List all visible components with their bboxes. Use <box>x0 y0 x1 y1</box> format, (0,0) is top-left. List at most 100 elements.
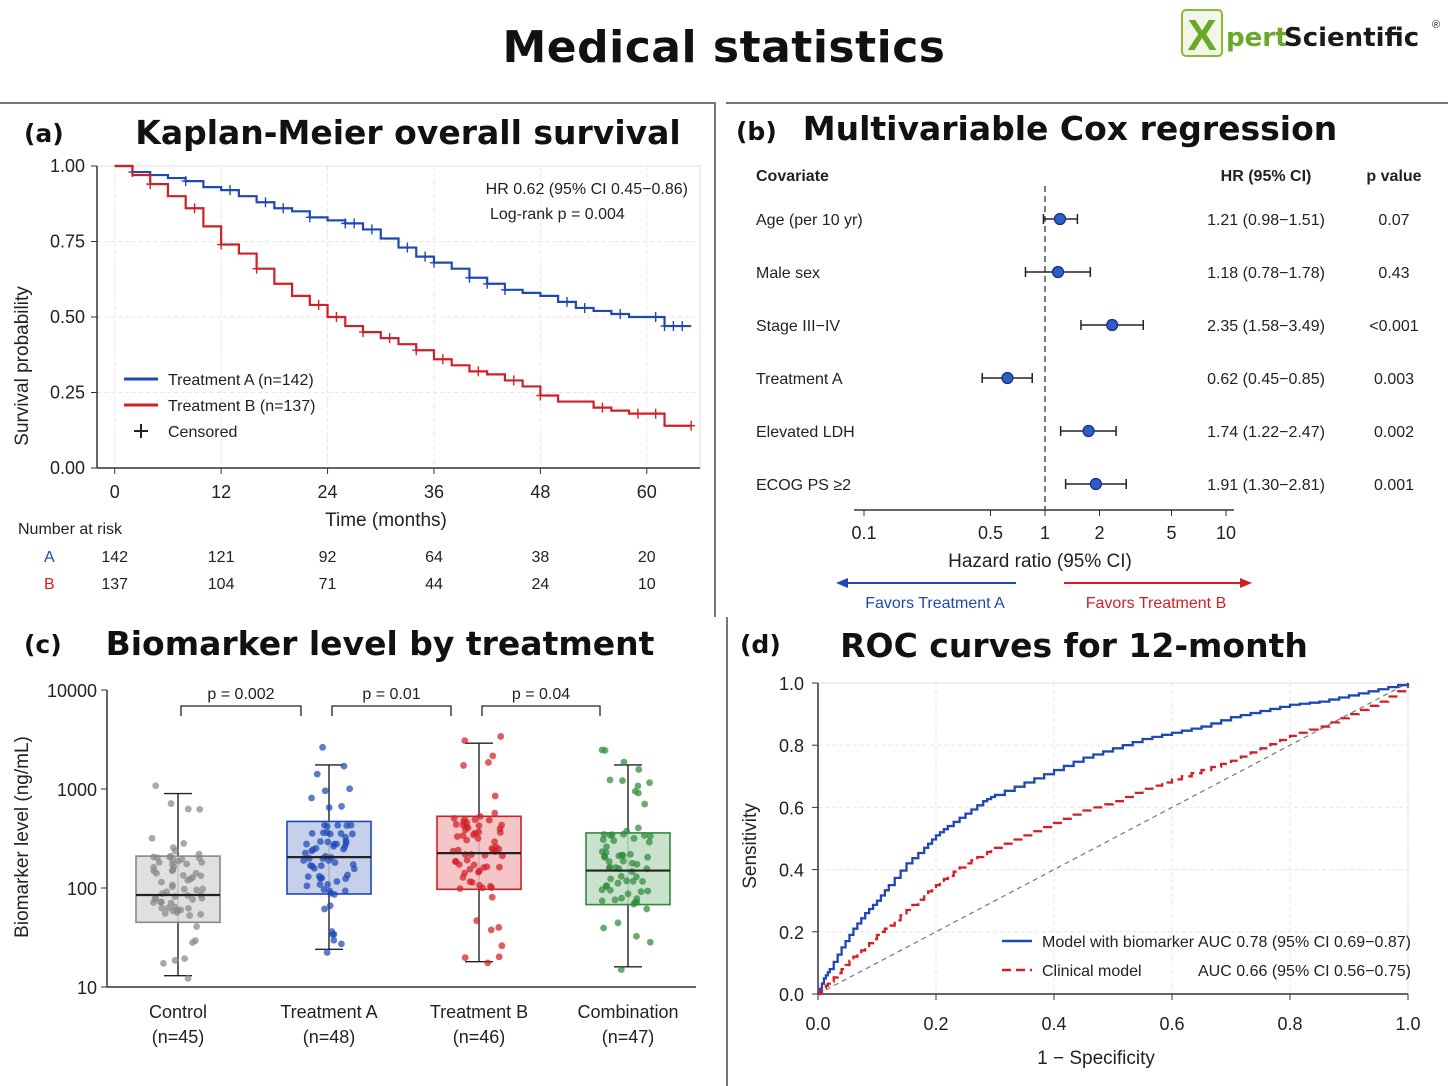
box-y-tick-label: 10 <box>77 978 97 998</box>
km-censor-mark <box>252 263 261 274</box>
km-x-axis-label: Time (months) <box>325 510 447 531</box>
forest-point <box>1106 318 1119 332</box>
box-data-point <box>181 955 188 963</box>
box-data-point <box>334 821 342 829</box>
box-data-point <box>641 800 649 808</box>
risk-row-label: B <box>44 576 55 593</box>
box-data-point <box>618 894 625 902</box>
box-data-point <box>158 904 166 912</box>
risk-table-title: Number at risk <box>18 521 123 538</box>
box-data-point <box>643 905 651 913</box>
favors-left-label: Favors Treatment A <box>865 595 1005 612</box>
comparison-bracket <box>481 705 601 716</box>
roc-legend-clinical: Clinical model <box>1042 963 1142 980</box>
box-y-axis-label: Biomarker level (ng/mL) <box>12 736 33 938</box>
risk-cell: 71 <box>319 576 337 593</box>
km-censor-mark <box>483 278 492 289</box>
forest-header-hr: HR (95% CI) <box>1221 168 1312 185</box>
cox-forest-panel: (b) Multivariable Cox regression Covaria… <box>736 109 1422 612</box>
box-data-point <box>313 770 321 778</box>
vertical-divider-bottom <box>726 617 728 1086</box>
km-y-tick-label: 0.25 <box>50 383 85 403</box>
favors-right-label: Favors Treatment B <box>1086 595 1227 612</box>
forest-x-axis-label: Hazard ratio (95% CI) <box>948 551 1132 572</box>
box-data-point <box>349 830 356 838</box>
box-data-point <box>614 919 622 927</box>
comparison-bracket <box>180 705 302 716</box>
forest-covariate-label: Stage III−IV <box>756 318 840 335</box>
box-data-point <box>646 938 654 946</box>
km-x-tick-label: 12 <box>211 482 231 502</box>
panel-b-title: Multivariable Cox regression <box>803 109 1338 148</box>
box-data-point <box>635 766 643 773</box>
box-data-point <box>495 953 503 961</box>
roc-legend-model-auc: AUC 0.78 (95% CI 0.69−0.87) <box>1198 934 1411 951</box>
km-censor-mark <box>261 197 270 208</box>
km-legend-censored: Censored <box>168 424 237 441</box>
box-data-point <box>180 840 188 847</box>
km-x-tick-label: 36 <box>424 482 444 502</box>
box-data-point <box>148 834 156 842</box>
box-data-point <box>331 859 339 866</box>
box-data-point <box>633 860 641 868</box>
box-data-point <box>461 737 469 745</box>
top-divider-left <box>0 102 714 104</box>
km-x-tick-label: 24 <box>318 482 338 502</box>
box-data-point <box>473 917 481 925</box>
roc-legend-clinical-auc: AUC 0.66 (95% CI 0.56−0.75) <box>1198 963 1411 980</box>
forest-hr-text: 1.91 (1.30−2.81) <box>1207 477 1325 494</box>
km-plot-area: 0.00 0.25 0.50 0.75 1.00 0 12 24 36 48 60 <box>50 156 701 502</box>
km-censor-mark <box>633 408 642 419</box>
box-data-point <box>163 888 170 896</box>
box-data-point <box>308 794 315 802</box>
roc-x-tick-label: 0.4 <box>1041 1014 1066 1034</box>
favors-arrows: Favors Treatment A Favors Treatment B <box>836 578 1252 612</box>
box-data-point <box>474 834 482 842</box>
forest-point <box>1089 477 1102 491</box>
roc-plot-area: 0.0 0.2 0.4 0.6 0.8 1.0 0.0 0.2 0.4 0.6 0.8 1.0 <box>779 674 1421 1034</box>
box-data-point <box>318 874 326 882</box>
box-data-point <box>179 871 187 879</box>
km-censor-mark <box>421 251 430 262</box>
box-data-point <box>183 860 191 868</box>
box-data-point <box>476 881 483 889</box>
box-data-point <box>475 828 483 836</box>
km-y-tick-label: 0.00 <box>50 458 85 478</box>
box-data-point <box>633 932 640 940</box>
forest-covariate-label: Elevated LDH <box>756 424 855 441</box>
box-data-point <box>161 909 169 917</box>
box-data-point <box>199 885 207 893</box>
km-censor-mark <box>226 185 235 196</box>
box-data-point <box>160 959 167 967</box>
forest-p-text: 0.002 <box>1374 424 1414 441</box>
risk-cell: 24 <box>531 576 549 593</box>
box-data-point <box>319 743 327 751</box>
roc-x-tick-label: 0.8 <box>1277 1014 1302 1034</box>
roc-x-tick-label: 0.6 <box>1159 1014 1184 1034</box>
km-censor-mark <box>146 179 155 190</box>
box-data-point <box>454 846 462 854</box>
box-data-point <box>308 829 316 837</box>
km-censor-mark <box>616 308 625 319</box>
km-censor-mark <box>190 203 199 214</box>
roc-y-tick-label: 0.6 <box>779 798 804 818</box>
km-censor-mark <box>332 312 341 322</box>
box-data-point <box>605 858 613 865</box>
km-x-tick-label: 0 <box>110 482 120 502</box>
box-data-point <box>474 868 482 876</box>
box-category-label: Control <box>149 1002 207 1022</box>
forest-p-text: 0.001 <box>1374 477 1414 494</box>
roc-x-tick-label: 0.0 <box>805 1014 830 1034</box>
box-data-point <box>644 853 652 861</box>
box-data-point <box>184 805 192 813</box>
comparison-label: p = 0.002 <box>207 686 274 703</box>
comparison-label: p = 0.04 <box>512 686 570 703</box>
box-data-point <box>323 949 331 956</box>
forest-covariate-label: Male sex <box>756 265 820 282</box>
risk-cell: 142 <box>101 549 128 566</box>
box-data-point <box>184 975 192 982</box>
box-y-tick-label: 10000 <box>47 681 97 701</box>
box-data-point <box>620 830 627 838</box>
risk-cell: 64 <box>425 549 443 566</box>
box-data-point <box>328 928 336 935</box>
